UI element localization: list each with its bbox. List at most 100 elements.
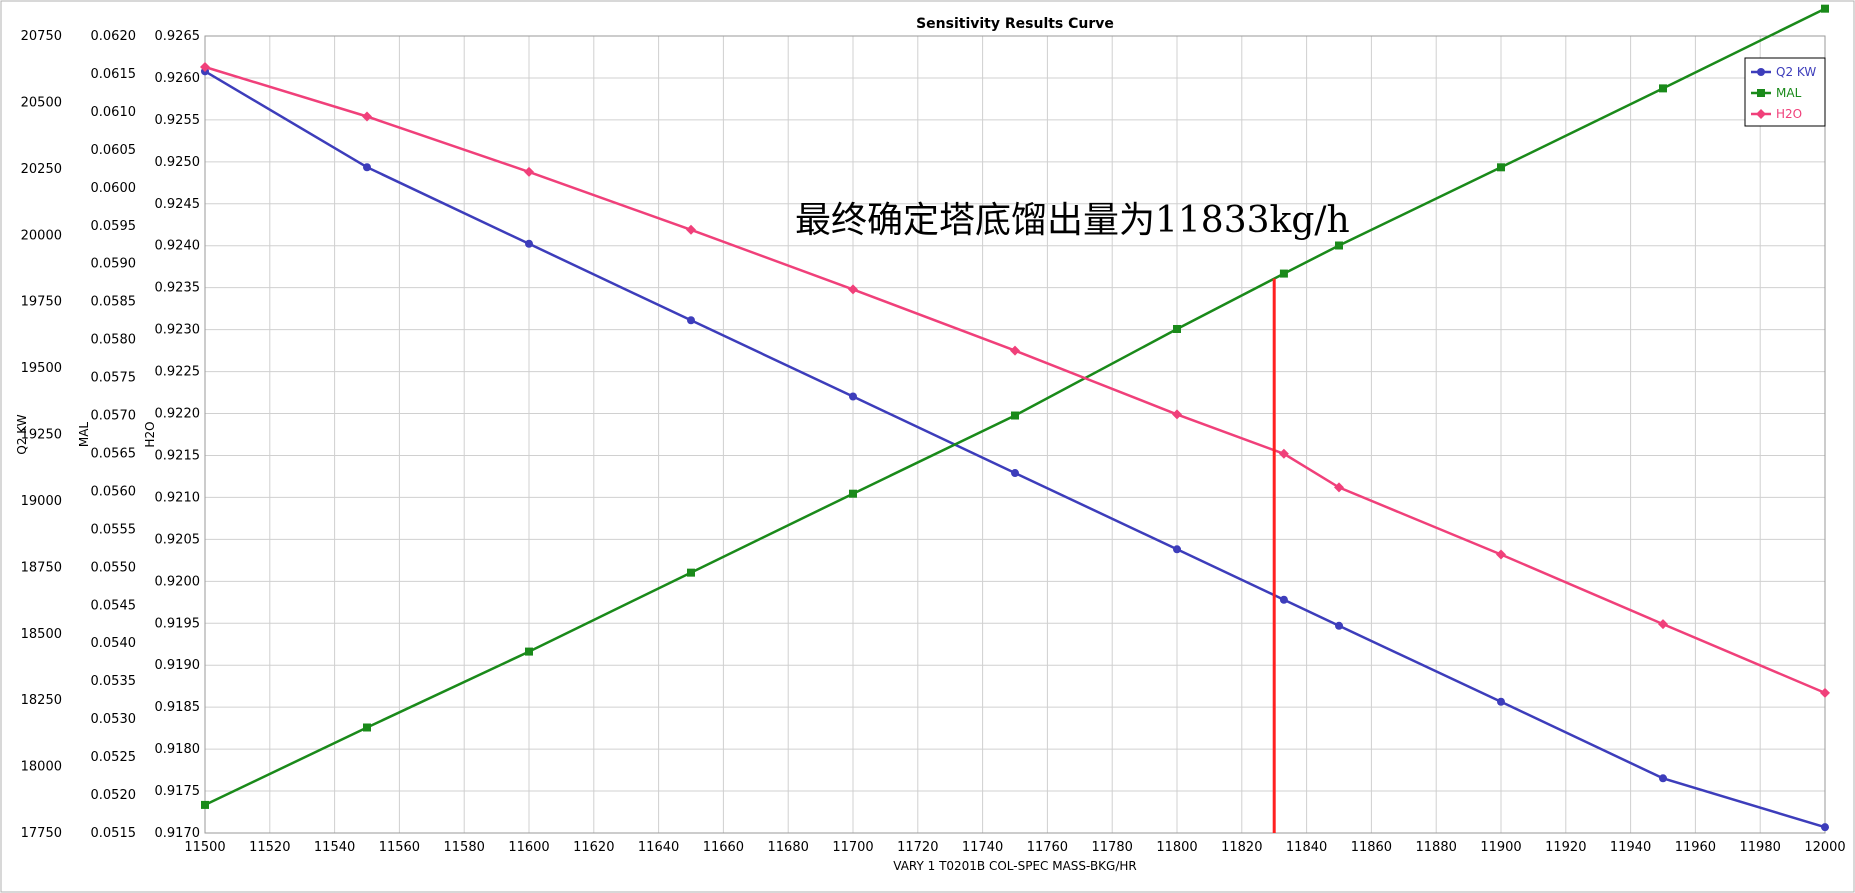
x-tick-label: 11560 bbox=[379, 840, 420, 855]
x-tick-label: 11660 bbox=[703, 840, 744, 855]
y-tick-label: 0.0555 bbox=[91, 522, 137, 537]
x-tick-label: 11540 bbox=[314, 840, 355, 855]
y-tick-label: 17750 bbox=[21, 826, 62, 841]
y-tick-label: 0.9215 bbox=[155, 448, 201, 463]
y-tick-label: 0.0605 bbox=[91, 143, 137, 158]
data-point[interactable] bbox=[1334, 482, 1344, 493]
y-tick-label: 20750 bbox=[21, 29, 62, 44]
data-point[interactable] bbox=[1011, 469, 1019, 478]
x-tick-label: 11740 bbox=[962, 840, 1003, 855]
y-tick-label: 20250 bbox=[21, 162, 62, 177]
data-point[interactable] bbox=[687, 568, 695, 577]
data-point[interactable] bbox=[362, 111, 372, 122]
x-tick-label: 11700 bbox=[832, 840, 873, 855]
data-point[interactable] bbox=[1172, 409, 1182, 420]
y-tick-label: 19750 bbox=[21, 295, 62, 310]
y-tick-label: 0.0615 bbox=[91, 67, 137, 82]
data-point[interactable] bbox=[849, 392, 857, 401]
legend[interactable]: Q2 KW MAL H2O bbox=[1744, 57, 1826, 127]
y-tick-label: 0.0530 bbox=[91, 712, 137, 727]
data-point[interactable] bbox=[1173, 324, 1181, 333]
data-point[interactable] bbox=[1010, 345, 1020, 356]
x-tick-label: 11980 bbox=[1740, 840, 1781, 855]
y-tick-label: 0.0595 bbox=[91, 219, 137, 234]
data-point[interactable] bbox=[849, 489, 857, 498]
data-point[interactable] bbox=[686, 224, 696, 235]
y-tick-label: 0.0560 bbox=[91, 484, 137, 499]
axes: 11500 11520 11540 11560 11580 11600 11620 11640… bbox=[15, 29, 1846, 855]
data-point[interactable] bbox=[1658, 619, 1668, 630]
y-tick-label: 0.0520 bbox=[91, 788, 137, 803]
data-point[interactable] bbox=[525, 647, 533, 656]
data-point[interactable] bbox=[1335, 621, 1343, 630]
data-point[interactable] bbox=[1335, 241, 1343, 250]
y-tick-label: 0.0585 bbox=[91, 295, 137, 310]
y-tick-label: 0.9180 bbox=[155, 742, 201, 757]
data-point[interactable] bbox=[1821, 823, 1829, 832]
x-tick-label: 11720 bbox=[897, 840, 938, 855]
data-point[interactable] bbox=[1497, 697, 1505, 706]
y-tick-label: 18500 bbox=[21, 627, 62, 642]
y-tick-label: 0.9175 bbox=[155, 784, 201, 799]
y-tick-label: 0.0570 bbox=[91, 409, 137, 424]
data-point[interactable] bbox=[1820, 687, 1830, 698]
y-tick-label: 0.9185 bbox=[155, 700, 201, 715]
y-tick-label: 0.9245 bbox=[155, 197, 201, 212]
x-tick-label: 11940 bbox=[1610, 840, 1651, 855]
data-point[interactable] bbox=[1497, 163, 1505, 172]
y-tick-label: 0.9210 bbox=[155, 490, 201, 505]
y-tick-label: 0.9255 bbox=[155, 113, 201, 128]
x-tick-label: 11920 bbox=[1545, 840, 1586, 855]
y-tick-label: 0.9240 bbox=[155, 239, 201, 254]
data-point[interactable] bbox=[1496, 549, 1506, 560]
data-point[interactable] bbox=[1659, 774, 1667, 783]
x-tick-label: 11600 bbox=[508, 840, 549, 855]
y-tick-label: 0.9200 bbox=[155, 574, 201, 589]
y-tick-label: 18750 bbox=[21, 560, 62, 575]
y-tick-label: 0.9265 bbox=[155, 29, 201, 44]
data-point[interactable] bbox=[1279, 269, 1288, 278]
x-tick-label: 11960 bbox=[1675, 840, 1716, 855]
y-tick-label: 0.9260 bbox=[155, 71, 201, 86]
data-point[interactable] bbox=[1278, 448, 1289, 459]
plot-frame bbox=[204, 35, 1826, 834]
data-point[interactable] bbox=[1279, 595, 1288, 604]
data-point[interactable] bbox=[1173, 545, 1181, 554]
y-tick-label: 0.0550 bbox=[91, 560, 137, 575]
x-tick-label: 11580 bbox=[444, 840, 485, 855]
y-tick-label: 19000 bbox=[21, 494, 62, 509]
data-point[interactable] bbox=[848, 284, 858, 295]
y-tick-label: 18000 bbox=[21, 760, 62, 775]
data-point[interactable] bbox=[363, 723, 371, 732]
y-tick-label: 0.9220 bbox=[155, 407, 201, 422]
data-point[interactable] bbox=[1659, 84, 1667, 93]
data-point[interactable] bbox=[1821, 4, 1829, 13]
legend-marker bbox=[1757, 68, 1765, 76]
x-tick-label: 11800 bbox=[1156, 840, 1197, 855]
data-point[interactable] bbox=[363, 163, 371, 172]
y-tick-label: 0.0540 bbox=[91, 636, 137, 651]
data-point[interactable] bbox=[524, 166, 534, 177]
data-point[interactable] bbox=[1011, 411, 1019, 420]
x-tick-label: 11860 bbox=[1351, 840, 1392, 855]
y-tick-label: 0.0565 bbox=[91, 446, 137, 461]
data-point[interactable] bbox=[525, 239, 533, 248]
data-point[interactable] bbox=[201, 800, 209, 809]
y-tick-label: 0.9225 bbox=[155, 365, 201, 380]
y-axis-title: MAL bbox=[77, 422, 91, 448]
x-tick-label: 12000 bbox=[1804, 840, 1845, 855]
y-tick-label: 0.0545 bbox=[91, 598, 137, 613]
y-tick-label: 0.9190 bbox=[155, 658, 201, 673]
series bbox=[200, 4, 1830, 833]
x-tick-label: 11680 bbox=[768, 840, 809, 855]
x-tick-label: 11840 bbox=[1286, 840, 1327, 855]
legend-label-2: H2O bbox=[1776, 107, 1802, 121]
x-tick-label: 11820 bbox=[1221, 840, 1262, 855]
data-point[interactable] bbox=[687, 316, 695, 325]
series-line-1 bbox=[204, 7, 1826, 807]
y-tick-label: 0.9230 bbox=[155, 323, 201, 338]
y-tick-label: 0.9205 bbox=[155, 532, 201, 547]
y-tick-label: 0.0575 bbox=[91, 371, 137, 386]
data-point[interactable] bbox=[200, 62, 210, 73]
